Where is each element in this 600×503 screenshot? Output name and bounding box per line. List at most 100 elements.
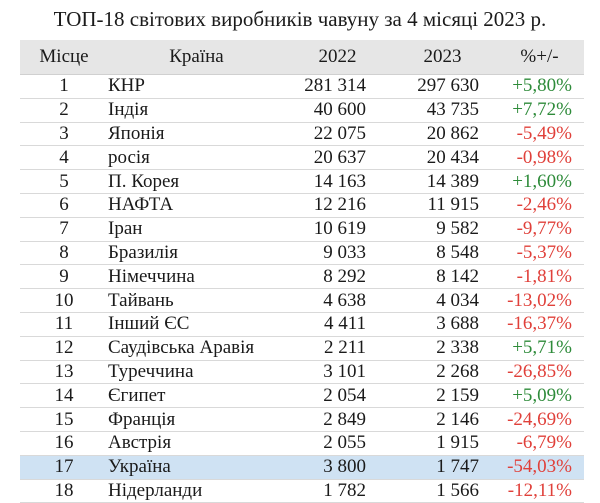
country-cell: росія	[108, 145, 285, 171]
value-2023-cell: 3 688	[390, 312, 495, 337]
value-2023-cell: 1 747	[390, 455, 495, 480]
change-percent-cell: -5,49%	[495, 122, 584, 147]
value-2022-cell: 4 638	[285, 288, 390, 313]
change-percent-cell: +7,72%	[495, 98, 584, 123]
country-cell: Німеччина	[108, 264, 285, 290]
table-row: 4 росія 20 637 20 434 -0,98%	[20, 145, 584, 171]
table-row: 18 Нідерланди 1 782 1 566 -12,11%	[20, 479, 584, 503]
table-title: ТОП-18 світових виробників чавуну за 4 м…	[53, 7, 547, 31]
table-row: 6 НАФТА 12 216 11 915 -2,46%	[20, 193, 584, 218]
value-2022-cell: 1 782	[285, 479, 390, 503]
value-2023-cell: 2 268	[390, 360, 495, 385]
rank-cell: 5	[20, 169, 108, 194]
value-2023-cell: 8 142	[390, 264, 495, 290]
country-cell: Бразилія	[108, 241, 285, 266]
column-header-change: %+/-	[495, 40, 584, 75]
value-2022-cell: 22 075	[285, 122, 390, 147]
change-percent-cell: +5,80%	[495, 74, 584, 99]
value-2022-cell: 12 216	[285, 193, 390, 218]
change-percent-cell: -2,46%	[495, 193, 584, 218]
change-percent-cell: +1,60%	[495, 169, 584, 194]
rank-cell: 15	[20, 407, 108, 432]
rank-cell: 6	[20, 193, 108, 218]
value-2023-cell: 2 338	[390, 336, 495, 361]
value-2023-cell: 14 389	[390, 169, 495, 194]
country-cell: КНР	[108, 74, 285, 99]
country-cell: П. Корея	[108, 169, 285, 194]
value-2022-cell: 10 619	[285, 217, 390, 242]
value-2022-cell: 4 411	[285, 312, 390, 337]
change-percent-cell: +5,09%	[495, 383, 584, 409]
rank-cell: 11	[20, 312, 108, 337]
table-row: 15 Франція 2 849 2 146 -24,69%	[20, 407, 584, 432]
value-2023-cell: 11 915	[390, 193, 495, 218]
change-percent-cell: -24,69%	[495, 407, 584, 432]
column-header-2022: 2022	[285, 40, 390, 75]
rank-cell: 9	[20, 264, 108, 290]
value-2022-cell: 2 211	[285, 336, 390, 361]
table-header-row: Місце Країна 2022 2023 %+/-	[20, 40, 584, 75]
table-row: 1 КНР 281 314 297 630 +5,80%	[20, 74, 584, 99]
country-cell: Індія	[108, 98, 285, 123]
table-row: 2 Індія 40 600 43 735 +7,72%	[20, 98, 584, 123]
value-2023-cell: 1 566	[390, 479, 495, 503]
value-2022-cell: 2 054	[285, 383, 390, 409]
value-2023-cell: 20 862	[390, 122, 495, 147]
rank-cell: 8	[20, 241, 108, 266]
table-row: 5 П. Корея 14 163 14 389 +1,60%	[20, 169, 584, 194]
country-cell: НАФТА	[108, 193, 285, 218]
value-2022-cell: 20 637	[285, 145, 390, 171]
table-row: 10 Тайвань 4 638 4 034 -13,02%	[20, 288, 584, 313]
rank-cell: 7	[20, 217, 108, 242]
value-2022-cell: 9 033	[285, 241, 390, 266]
column-header-country: Країна	[108, 40, 285, 75]
country-cell: Іран	[108, 217, 285, 242]
rank-cell: 18	[20, 479, 108, 503]
value-2022-cell: 40 600	[285, 98, 390, 123]
change-percent-cell: -0,98%	[495, 145, 584, 171]
table-body: 1 КНР 281 314 297 630 +5,80% 2 Індія 40 600 43 7…	[20, 74, 584, 503]
country-cell: Саудівська Аравія	[108, 336, 285, 361]
country-cell: Японія	[108, 122, 285, 147]
value-2023-cell: 9 582	[390, 217, 495, 242]
table-row: 14 Єгипет 2 054 2 159 +5,09%	[20, 383, 584, 409]
country-cell: Інший ЄС	[108, 312, 285, 337]
table-row: 13 Туреччина 3 101 2 268 -26,85%	[20, 360, 584, 385]
country-cell: Єгипет	[108, 383, 285, 409]
producers-table: Місце Країна 2022 2023 %+/- 1 КНР 281 314 2…	[20, 40, 584, 503]
value-2023-cell: 8 548	[390, 241, 495, 266]
value-2022-cell: 281 314	[285, 74, 390, 99]
change-percent-cell: -26,85%	[495, 360, 584, 385]
rank-cell: 10	[20, 288, 108, 313]
rank-cell: 2	[20, 98, 108, 123]
change-percent-cell: -5,37%	[495, 241, 584, 266]
value-2023-cell: 297 630	[390, 74, 495, 99]
value-2023-cell: 20 434	[390, 145, 495, 171]
country-cell: Тайвань	[108, 288, 285, 313]
country-cell: Франція	[108, 407, 285, 432]
value-2022-cell: 8 292	[285, 264, 390, 290]
change-percent-cell: -54,03%	[495, 455, 584, 480]
country-cell: Україна	[108, 455, 285, 480]
table-row: 11 Інший ЄС 4 411 3 688 -16,37%	[20, 312, 584, 337]
value-2023-cell: 2 159	[390, 383, 495, 409]
change-percent-cell: +5,71%	[495, 336, 584, 361]
value-2022-cell: 2 849	[285, 407, 390, 432]
table-row: 12 Саудівська Аравія 2 211 2 338 +5,71%	[20, 336, 584, 361]
rank-cell: 1	[20, 74, 108, 99]
rank-cell: 12	[20, 336, 108, 361]
value-2022-cell: 2 055	[285, 431, 390, 456]
table-row: 9 Німеччина 8 292 8 142 -1,81%	[20, 264, 584, 290]
change-percent-cell: -6,79%	[495, 431, 584, 456]
rank-cell: 4	[20, 145, 108, 171]
country-cell: Туреччина	[108, 360, 285, 385]
change-percent-cell: -13,02%	[495, 288, 584, 313]
table-row: 3 Японія 22 075 20 862 -5,49%	[20, 122, 584, 147]
country-cell: Австрія	[108, 431, 285, 456]
country-cell: Нідерланди	[108, 479, 285, 503]
value-2023-cell: 2 146	[390, 407, 495, 432]
rank-cell: 14	[20, 383, 108, 409]
table-row: 17 Україна 3 800 1 747 -54,03%	[20, 455, 584, 480]
change-percent-cell: -16,37%	[495, 312, 584, 337]
column-header-2023: 2023	[390, 40, 495, 75]
